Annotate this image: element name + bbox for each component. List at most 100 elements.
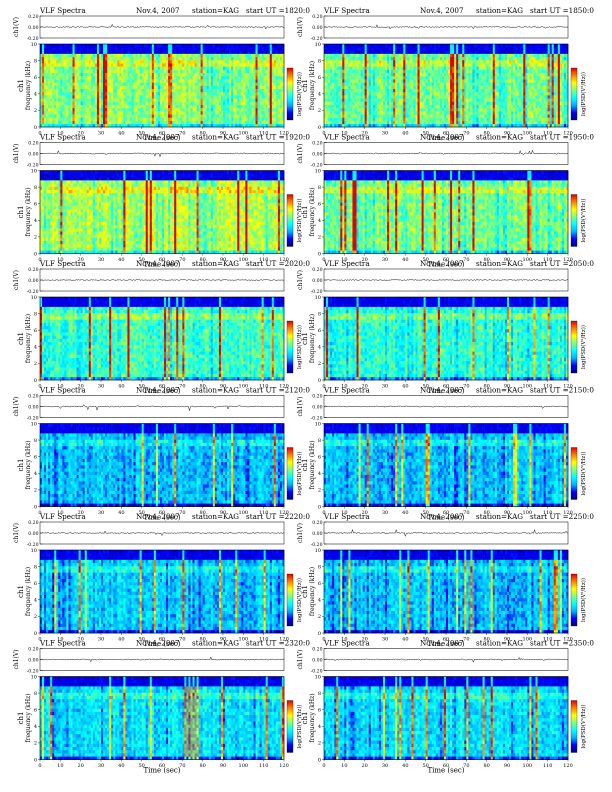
spectrogram-cell	[107, 91, 110, 96]
spectrogram-cell	[462, 88, 465, 93]
spectrogram-cell	[452, 120, 455, 125]
spectrogram-cell	[119, 120, 122, 125]
spectrogram-cell	[46, 72, 49, 77]
spectrogram-cell	[131, 66, 134, 70]
spectrogram-cell	[62, 66, 65, 70]
spectrogram-cell	[66, 95, 69, 99]
spectrogram-cell	[338, 69, 341, 74]
spectrogram-cell	[135, 53, 138, 58]
spectrogram-cell	[237, 69, 240, 74]
spectrogram-cell	[135, 72, 138, 77]
spectrogram-cell	[66, 85, 69, 89]
spectrogram-cell	[433, 50, 437, 54]
spectrogram-cell	[210, 44, 214, 48]
spectrogram-cell	[395, 114, 398, 118]
spectrogram-cell	[368, 117, 372, 121]
spectrogram-cell	[96, 95, 100, 99]
spectrogram-cell	[399, 79, 402, 83]
spectrogram-cell	[419, 44, 422, 48]
spectrogram-cell	[66, 117, 69, 121]
spectrogram-cell	[417, 63, 420, 67]
spectrogram-cell	[263, 47, 266, 51]
spectrogram-cell	[433, 72, 437, 77]
spectrogram-cell	[366, 53, 370, 58]
spectrogram-cell	[137, 72, 140, 77]
spectrogram-cell	[275, 56, 279, 61]
spectrogram-cell	[172, 91, 175, 96]
spectrogram-cell	[275, 72, 279, 77]
spectrogram-cell	[417, 120, 420, 125]
spectrogram-cell	[92, 69, 96, 74]
spectrogram-cell	[212, 114, 216, 118]
spectrogram-cell	[233, 59, 236, 64]
spectrogram-cell	[119, 91, 122, 96]
spectrogram-cell	[399, 91, 402, 96]
panel-station: station=KAG	[476, 6, 523, 15]
spectrogram-cell	[94, 50, 98, 54]
spectrogram-cell	[433, 85, 437, 89]
spectrogram-cell	[149, 53, 153, 58]
spectrogram-cell	[133, 88, 136, 93]
spectrogram-cell	[216, 120, 220, 125]
spectrogram-cell	[443, 63, 447, 67]
spectrogram-cell	[115, 95, 118, 99]
spectrogram-cell	[251, 79, 254, 83]
spectrogram-cell	[58, 114, 61, 118]
spectrogram-cell	[111, 107, 114, 112]
spectrogram-cell	[439, 44, 443, 48]
spectrogram-cell	[452, 53, 455, 58]
spectrogram-cell	[46, 63, 49, 67]
spectrogram-cell	[413, 123, 416, 128]
spectrogram-cell	[239, 101, 242, 105]
spectrogram-cell	[330, 104, 333, 109]
spectrogram-cell	[446, 75, 449, 80]
spectrogram-cell	[441, 56, 445, 61]
spectrogram-cell	[247, 56, 250, 61]
spectrogram-cell	[378, 63, 382, 67]
spectrogram-cell	[364, 72, 367, 77]
spectrogram-cell	[454, 47, 457, 51]
spectrogram-cell	[425, 104, 428, 109]
spectrogram-cell	[208, 50, 212, 54]
spectrogram-cell	[393, 91, 396, 96]
spectrogram-cell	[121, 79, 124, 83]
spectrogram-cell	[182, 69, 185, 74]
spectrogram-cell	[60, 44, 63, 48]
spectrogram-cell	[460, 107, 463, 112]
spectrogram-cell	[40, 104, 43, 109]
spectrogram-cell	[111, 50, 114, 54]
spectrogram-cell	[218, 79, 222, 83]
spectrogram-cell	[267, 85, 271, 89]
spectrogram-cell	[393, 101, 396, 105]
spectrogram-cell	[54, 117, 57, 121]
spectrogram-cell	[460, 50, 463, 54]
spectrogram-cell	[348, 79, 351, 83]
spectrogram-cell	[261, 59, 264, 64]
spectrogram-cell	[378, 69, 382, 74]
spectrogram-cell	[429, 59, 433, 64]
spectrogram-cell	[251, 123, 254, 128]
spectrogram-cell	[378, 50, 382, 54]
spectrogram-cell	[446, 95, 449, 99]
spectrogram-cell	[166, 85, 169, 89]
spectrogram-cell	[378, 91, 382, 96]
spectrogram-cell	[382, 85, 386, 89]
spectrogram-cell	[182, 72, 185, 77]
spectrogram-cell	[269, 56, 273, 61]
spectrogram-cell	[360, 53, 363, 58]
spectrogram-cell	[348, 82, 351, 86]
spectrogram-cell	[80, 120, 83, 125]
spectrogram-cell	[54, 79, 57, 83]
spectrogram-cell	[456, 75, 459, 80]
spectrogram-cell	[80, 85, 83, 89]
spectrogram-cell	[214, 101, 218, 105]
spectrogram-cell	[76, 111, 79, 115]
spectrogram-cell	[458, 101, 461, 105]
spectrogram-cell	[405, 111, 408, 115]
spectrogram-cell	[421, 117, 424, 121]
spectrogram-cell	[164, 117, 167, 121]
spectrogram-cell	[42, 120, 45, 125]
spectrogram-cell	[204, 79, 208, 83]
spectrogram-cell	[64, 104, 67, 109]
spectrogram-cell	[251, 107, 254, 112]
